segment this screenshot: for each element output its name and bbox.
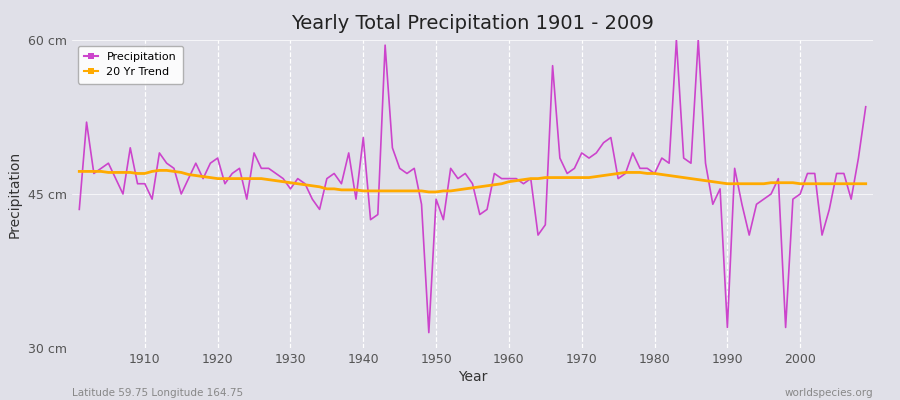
Text: worldspecies.org: worldspecies.org: [785, 388, 873, 398]
X-axis label: Year: Year: [458, 370, 487, 384]
Title: Yearly Total Precipitation 1901 - 2009: Yearly Total Precipitation 1901 - 2009: [291, 14, 654, 33]
Y-axis label: Precipitation: Precipitation: [7, 150, 22, 238]
Text: Latitude 59.75 Longitude 164.75: Latitude 59.75 Longitude 164.75: [72, 388, 243, 398]
Legend: Precipitation, 20 Yr Trend: Precipitation, 20 Yr Trend: [77, 46, 183, 84]
